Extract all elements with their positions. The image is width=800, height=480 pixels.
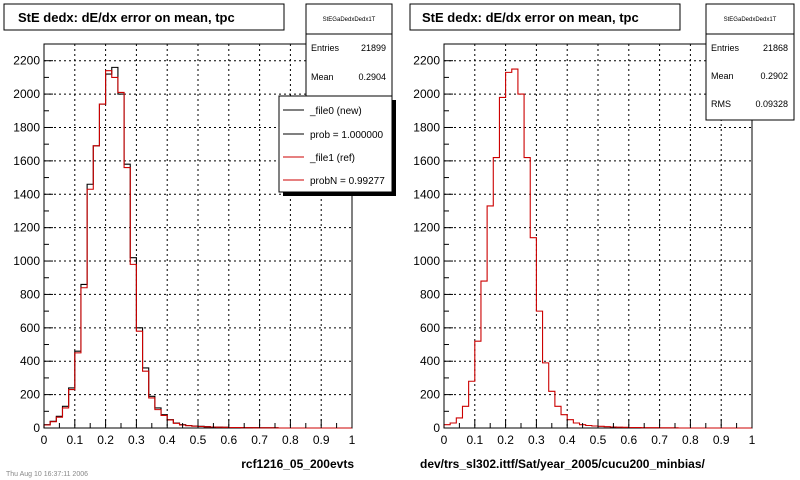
right-ytick-label: 400 bbox=[420, 354, 440, 368]
right-stats-mean-label: Mean bbox=[711, 71, 734, 81]
left-ytick-label: 1400 bbox=[13, 187, 40, 201]
right-xtick-label: 0.3 bbox=[528, 433, 545, 447]
left-xlabel: rcf1216_05_200evts bbox=[241, 457, 354, 471]
left-stats-mean-value: 0.2904 bbox=[358, 72, 386, 82]
left-xtick-label: 1 bbox=[349, 433, 356, 447]
left-title: StE dedx: dE/dx error on mean, tpc bbox=[18, 10, 235, 25]
right-xtick-label: 0.2 bbox=[497, 433, 514, 447]
right-histograms bbox=[443, 68, 752, 429]
left-stats-box bbox=[305, 3, 393, 101]
left-stats-entries-value: 21899 bbox=[361, 43, 386, 53]
left-xtick-label: 0.1 bbox=[66, 433, 83, 447]
left-legend-box bbox=[278, 95, 393, 193]
left-ytick-label: 600 bbox=[20, 321, 40, 335]
right-xtick-label: 0.5 bbox=[590, 433, 607, 447]
left-histograms bbox=[43, 66, 352, 429]
right-stats-rms-value: 0.09328 bbox=[755, 99, 788, 109]
right-ytick-label: 1600 bbox=[413, 154, 440, 168]
right-xtick-label: 1 bbox=[749, 433, 756, 447]
legend-label-prob: prob = 1.000000 bbox=[310, 130, 384, 141]
right-histogram-series-0 bbox=[443, 68, 752, 429]
left-ytick-label: 1600 bbox=[13, 154, 40, 168]
right-ytick-label: 2200 bbox=[413, 54, 440, 68]
legend-label-ref: _file1 (ref) bbox=[309, 153, 355, 164]
right-ytick-label: 600 bbox=[420, 321, 440, 335]
left-stats-entries-label: Entries bbox=[311, 43, 340, 53]
left-histogram-series-1 bbox=[43, 70, 352, 429]
left-legend: _file0 (new) prob = 1.000000 _file1 (ref… bbox=[278, 95, 396, 196]
left-xtick-label: 0.8 bbox=[282, 433, 299, 447]
right-title: StE dedx: dE/dx error on mean, tpc bbox=[422, 10, 639, 25]
right-ytick-label: 1200 bbox=[413, 221, 440, 235]
right-xtick-label: 0.8 bbox=[682, 433, 699, 447]
legend-label-probn: probN = 0.99277 bbox=[310, 176, 385, 187]
right-ytick-label: 0 bbox=[433, 421, 440, 435]
right-panel: StE dedx: dE/dx error on mean, tpc 0 200 4… bbox=[409, 3, 795, 471]
left-ytick-label: 0 bbox=[33, 421, 40, 435]
right-ytick-label: 2000 bbox=[413, 87, 440, 101]
right-ytick-label: 200 bbox=[420, 388, 440, 402]
right-stats-entries-value: 21868 bbox=[763, 43, 788, 53]
left-ytick-label: 1800 bbox=[13, 120, 40, 134]
left-xtick-label: 0 bbox=[41, 433, 48, 447]
right-stats-mean-value: 0.2902 bbox=[760, 71, 788, 81]
right-xlabel: dev/trs_sl302.ittf/Sat/year_2005/cucu200… bbox=[420, 457, 705, 471]
right-xtick-label: 0 bbox=[441, 433, 448, 447]
right-xtick-label: 0.9 bbox=[713, 433, 730, 447]
left-xtick-label: 0.9 bbox=[313, 433, 330, 447]
right-y-axis: 0 200 400 600 800 1000 1200 1400 1600 1800 2000 220… bbox=[413, 43, 453, 435]
left-ytick-label: 2200 bbox=[13, 54, 40, 68]
left-panel: StE dedx: dE/dx error on mean, tpc 0 200 4… bbox=[3, 3, 396, 471]
right-xtick-label: 0.1 bbox=[466, 433, 483, 447]
footer-timestamp: Thu Aug 10 16:37:11 2006 bbox=[6, 471, 88, 478]
left-title-box bbox=[3, 3, 285, 31]
right-title-box bbox=[409, 3, 681, 31]
right-ytick-label: 1400 bbox=[413, 187, 440, 201]
right-x-axis: 0 0.1 0.2 0.3 0.4 0.5 0.6 0.7 0.8 0.9 1 bbox=[441, 419, 756, 447]
right-ytick-label: 1800 bbox=[413, 120, 440, 134]
left-xtick-label: 0.3 bbox=[128, 433, 145, 447]
right-stats-rms-label: RMS bbox=[711, 99, 731, 109]
right-stats-name: StEGaDedxDedx1T bbox=[724, 17, 777, 23]
left-ytick-label: 1000 bbox=[13, 254, 40, 268]
left-ytick-label: 2000 bbox=[13, 87, 40, 101]
left-ytick-label: 400 bbox=[20, 354, 40, 368]
left-xtick-label: 0.2 bbox=[97, 433, 114, 447]
left-y-axis: 0 200 400 600 800 1000 1200 1400 1600 1800 2000 220… bbox=[13, 43, 53, 435]
left-ytick-label: 200 bbox=[20, 388, 40, 402]
right-stats-entries-label: Entries bbox=[711, 43, 740, 53]
right-ytick-label: 800 bbox=[420, 287, 440, 301]
left-x-axis: 0 0.1 0.2 0.3 0.4 0.5 0.6 0.7 0.8 0.9 1 bbox=[41, 419, 356, 447]
left-grid bbox=[44, 44, 352, 428]
left-stats-mean-label: Mean bbox=[311, 72, 334, 82]
right-xtick-label: 0.4 bbox=[559, 433, 576, 447]
legend-label-new: _file0 (new) bbox=[309, 106, 362, 117]
left-ytick-label: 1200 bbox=[13, 221, 40, 235]
right-stats-box bbox=[705, 3, 795, 121]
left-xtick-label: 0.6 bbox=[220, 433, 237, 447]
left-ytick-label: 800 bbox=[20, 287, 40, 301]
left-stats-name: StEGaDedxDedx1T bbox=[323, 17, 376, 23]
right-ytick-label: 1000 bbox=[413, 254, 440, 268]
left-xtick-label: 0.7 bbox=[251, 433, 268, 447]
left-xtick-label: 0.4 bbox=[159, 433, 176, 447]
left-xtick-label: 0.5 bbox=[190, 433, 207, 447]
right-xtick-label: 0.6 bbox=[620, 433, 637, 447]
right-xtick-label: 0.7 bbox=[651, 433, 668, 447]
